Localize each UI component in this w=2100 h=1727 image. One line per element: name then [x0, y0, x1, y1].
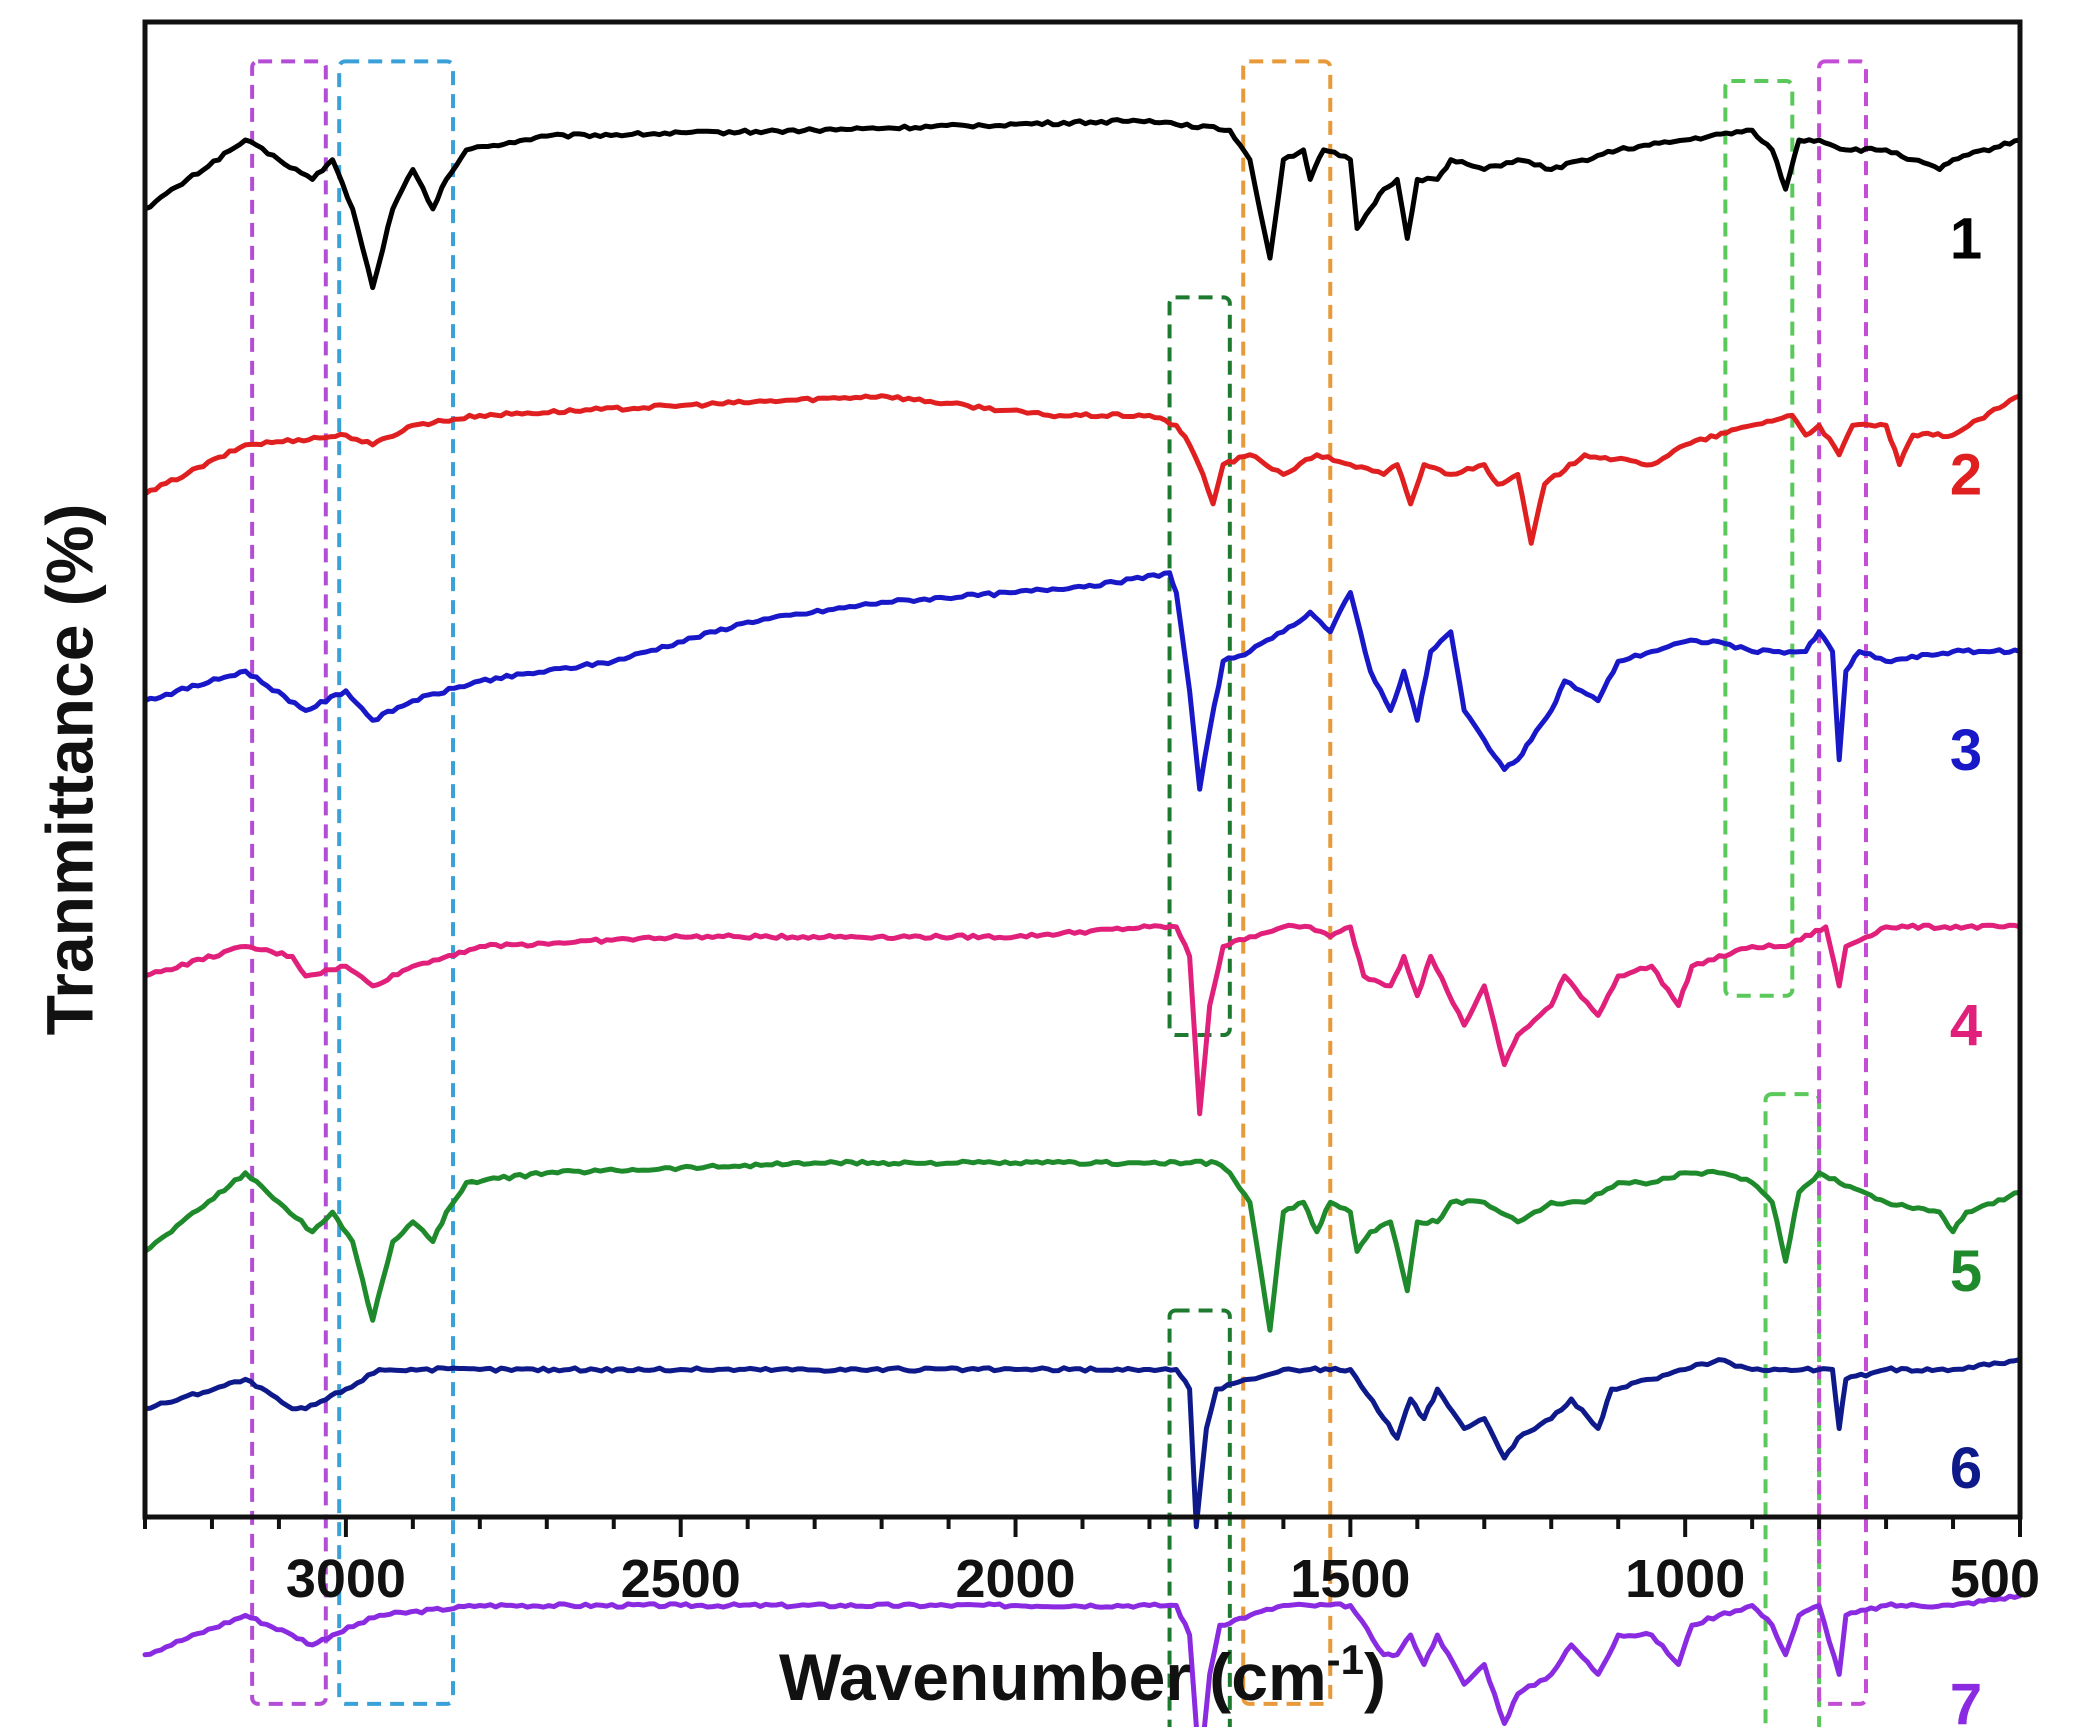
trace-5: [142, 1158, 2023, 1333]
x-tick-label: 1000: [1625, 1549, 1745, 1609]
x-axis-ticks: 3000 2500 2000 1500 1000 500: [143, 1517, 2040, 1609]
series-label-2: 2: [1950, 442, 1982, 507]
series-label-7: 7: [1950, 1672, 1982, 1727]
x-axis-title-superscript: -1: [1327, 1636, 1364, 1683]
series-label-5: 5: [1950, 1239, 1982, 1304]
x-tick-label: 500: [1950, 1549, 2040, 1609]
x-tick-label: 1500: [1290, 1549, 1410, 1609]
series-label-6: 6: [1950, 1436, 1982, 1501]
highlight-box-cyan-band-2900: [337, 59, 456, 1706]
plot-frame: [142, 19, 2023, 1520]
x-axis-title-close: ): [1364, 1640, 1386, 1714]
trace-3: [142, 570, 2023, 792]
highlight-box-orange-band-1600: [1241, 59, 1333, 1706]
trace-7: [142, 1593, 2023, 1727]
y-axis-title: Tranmittance (%): [32, 504, 106, 1036]
trace-2: [142, 393, 2023, 546]
highlight-box-green-band-1720-lower: [1167, 1308, 1232, 1727]
highlight-box-lightgreen-band-900: [1723, 79, 1795, 998]
trace-4: [142, 922, 2023, 1117]
highlight-box-magenta-band-760: [1817, 59, 1868, 1706]
highlight-box-violet-band-3050: [250, 59, 328, 1706]
x-tick-label: 2500: [621, 1549, 741, 1609]
highlight-regions: [250, 59, 1868, 1727]
x-tick-label: 2000: [955, 1549, 1075, 1609]
series-label-4: 4: [1950, 993, 1982, 1058]
series-labels: 1 2 3 4 5 6 7: [1950, 206, 1982, 1727]
x-axis-title: Wavenumber (cm-1): [779, 1636, 1386, 1714]
trace-1: [142, 117, 2023, 291]
trace-6: [142, 1357, 2023, 1530]
series-label-3: 3: [1950, 718, 1982, 783]
x-axis-title-main: Wavenumber (cm: [779, 1640, 1327, 1714]
spectra-traces: [142, 117, 2023, 1727]
highlight-box-green-band-1720-upper: [1167, 295, 1232, 1038]
x-tick-label: 3000: [286, 1549, 406, 1609]
series-label-1: 1: [1950, 206, 1982, 271]
